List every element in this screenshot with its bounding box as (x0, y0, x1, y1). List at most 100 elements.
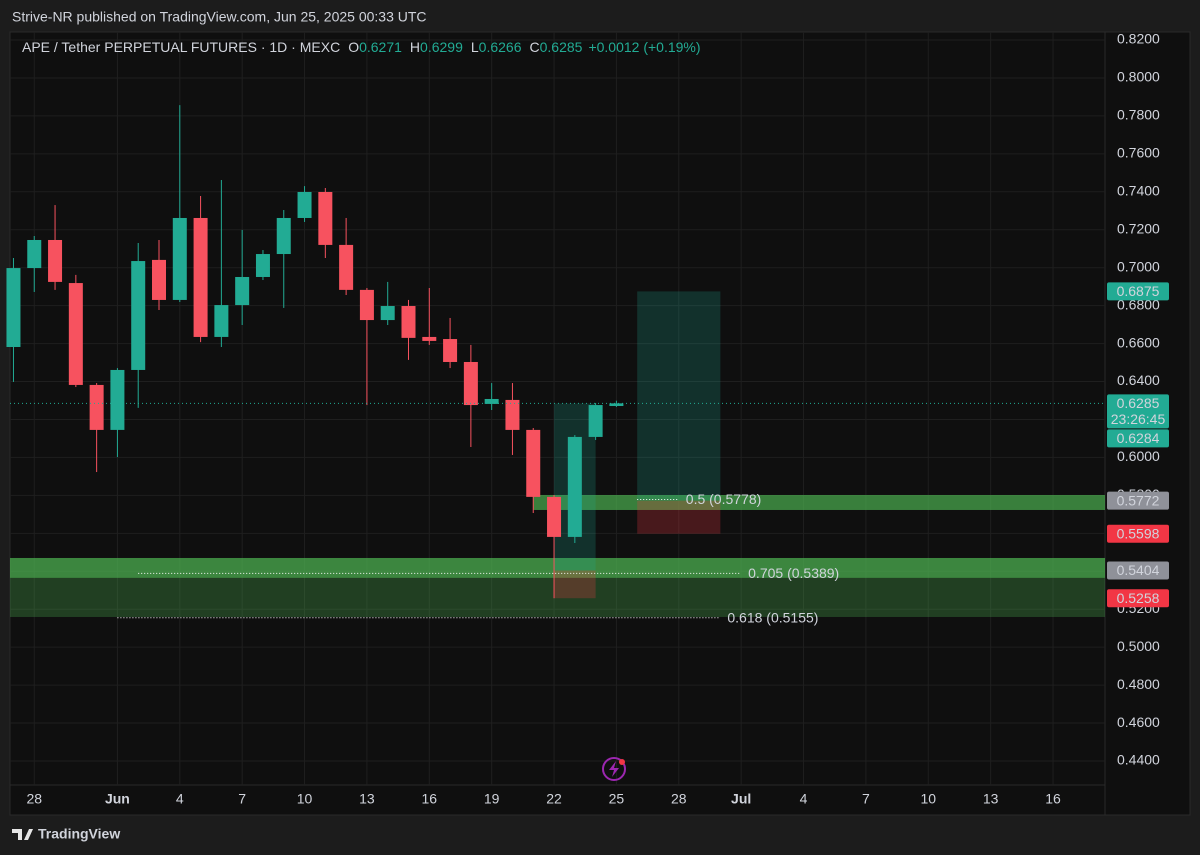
candle-body (276, 217, 291, 255)
y-tick-label: 0.7200 (1117, 220, 1160, 236)
target-price-label-box (1107, 282, 1169, 301)
candle-body (214, 305, 229, 337)
candle-body (152, 259, 167, 300)
candle-body (131, 261, 146, 370)
stop-price-label-box (1107, 589, 1169, 608)
candle-body (401, 306, 416, 338)
candle-body (110, 369, 125, 430)
x-tick-label: 10 (920, 791, 936, 807)
candle-body (193, 217, 208, 337)
alert-icon[interactable] (602, 757, 626, 781)
candle-body (505, 399, 520, 430)
legend-change: +0.0012 (+0.19%) (588, 39, 700, 55)
candle-body (6, 268, 21, 347)
y-tick-label: 0.4600 (1117, 714, 1160, 730)
entry-price-label-box (1107, 491, 1169, 510)
legend-value: 0.6266 (479, 39, 522, 55)
legend-key: O (348, 39, 359, 55)
legend-value: 0.6285 (540, 39, 583, 55)
x-tick-label: 4 (800, 791, 808, 807)
y-tick-label: 0.7800 (1117, 107, 1160, 123)
x-tick-label: 7 (238, 791, 246, 807)
y-tick-label: 0.4400 (1117, 752, 1160, 768)
x-tick-label: 4 (176, 791, 184, 807)
target-price-label: 0.6284 (1117, 430, 1160, 446)
y-tick-label: 0.4800 (1117, 676, 1160, 692)
candle-body (255, 254, 270, 277)
last-price-label: 0.6285 (1117, 395, 1160, 411)
candle-body (235, 276, 250, 306)
candle-body (422, 336, 437, 341)
target-price-label: 0.6875 (1117, 283, 1160, 299)
x-tick-label: Jun (105, 791, 130, 807)
y-tick-label: 0.8000 (1117, 69, 1160, 85)
entry-price-label: 0.5404 (1117, 562, 1160, 578)
x-tick-label: 13 (983, 791, 999, 807)
fib-level-label: 0.5 (0.5778) (686, 491, 762, 507)
target-price-label-box (1107, 429, 1169, 448)
brand: TradingView (38, 826, 120, 842)
x-tick-label: 22 (546, 791, 562, 807)
candle-body (547, 496, 562, 537)
candle-body (318, 191, 333, 245)
legend: APE / Tether PERPETUAL FUTURES · 1D · ME… (22, 39, 701, 55)
fib-zone (10, 557, 1105, 578)
legend-value: 0.6271 (359, 39, 402, 55)
candle-body (359, 289, 374, 321)
legend-key: C (529, 39, 539, 55)
position-stop (554, 570, 596, 599)
y-tick-label: 0.6000 (1117, 448, 1160, 464)
candle-body (380, 306, 395, 321)
stop-price-label: 0.5598 (1117, 525, 1160, 541)
candle-body (588, 405, 603, 437)
candle-body (463, 361, 478, 406)
candle-body (297, 191, 312, 218)
y-tick-label: 0.5000 (1117, 638, 1160, 654)
legend-value: 0.6299 (420, 39, 463, 55)
candle-body (484, 398, 499, 404)
x-tick-label: 16 (1045, 791, 1061, 807)
stop-price-label-box (1107, 524, 1169, 543)
candle-body (339, 244, 354, 290)
position-stop (637, 500, 721, 534)
y-tick-label: 0.7000 (1117, 258, 1160, 274)
y-tick-label: 0.8200 (1117, 31, 1160, 47)
y-tick-label: 0.6400 (1117, 372, 1160, 388)
stop-price-label: 0.5258 (1117, 590, 1160, 606)
x-tick-label: Jul (731, 791, 751, 807)
fib-zone (10, 577, 1105, 617)
candle-body (609, 403, 624, 407)
candle-body (526, 429, 541, 497)
x-tick-label: 16 (421, 791, 437, 807)
plot: 0.44000.46000.48000.50000.52000.54000.56… (6, 31, 1169, 807)
entry-price-label-box (1107, 561, 1169, 580)
fib-level-label: 0.705 (0.5389) (748, 565, 839, 581)
candle-body (567, 436, 582, 537)
legend-key: L (471, 39, 479, 55)
tradingview-logo[interactable]: TradingView (12, 826, 120, 842)
candle-body (443, 339, 458, 362)
candle-body (27, 239, 42, 269)
fib-level-label: 0.618 (0.5155) (727, 609, 818, 625)
y-tick-label: 0.7600 (1117, 145, 1160, 161)
last-price-label-box (1107, 394, 1169, 429)
y-tick-label: 0.6600 (1117, 334, 1160, 350)
x-tick-label: 25 (609, 791, 625, 807)
candle-body (48, 239, 63, 282)
candle-body (68, 283, 83, 385)
x-tick-label: 19 (484, 791, 500, 807)
x-tick-label: 28 (26, 791, 42, 807)
position-target (637, 291, 721, 501)
legend-title: APE / Tether PERPETUAL FUTURES · 1D · ME… (22, 39, 340, 55)
y-tick-label: 0.7400 (1117, 182, 1160, 198)
countdown: 23:26:45 (1111, 411, 1166, 427)
x-tick-label: 28 (671, 791, 687, 807)
fib-zone (533, 494, 1105, 510)
candle-body (172, 217, 187, 300)
legend-key: H (410, 39, 420, 55)
entry-price-label: 0.5772 (1117, 492, 1160, 508)
x-tick-label: 7 (862, 791, 870, 807)
x-tick-label: 13 (359, 791, 375, 807)
candle-body (89, 384, 104, 430)
